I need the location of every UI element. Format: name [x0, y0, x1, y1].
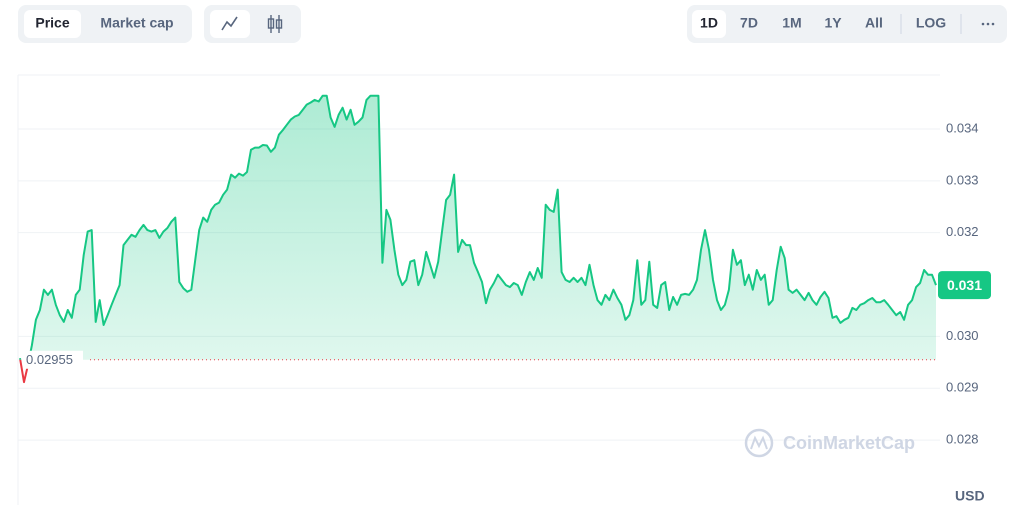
range-tab[interactable]: 1M	[782, 15, 801, 31]
candle-style-button[interactable]	[267, 15, 283, 33]
y-tick-label: 0.032	[946, 224, 979, 239]
baseline-label-bg	[23, 350, 83, 369]
active-range-bg	[692, 10, 726, 38]
market-cap-tab[interactable]: Market cap	[100, 15, 173, 31]
tab-label[interactable]: Price	[35, 15, 69, 31]
y-tick-label: 0.029	[946, 380, 979, 395]
y-tick-label: 0.028	[946, 432, 979, 447]
log-toggle[interactable]: LOG	[916, 15, 946, 31]
more-button[interactable]	[981, 22, 995, 26]
current-price-label: 0.031	[947, 277, 982, 293]
range-group	[687, 5, 1007, 43]
price-tab[interactable]: Price	[24, 10, 81, 38]
range-tab[interactable]: 1Y	[824, 15, 842, 31]
range-tab[interactable]: 7D	[740, 15, 758, 31]
watermark: CoinMarketCap	[744, 428, 915, 458]
y-unit: USD	[955, 488, 985, 504]
price-line	[19, 94, 937, 360]
baseline-label: 0.02955	[26, 352, 73, 367]
range-tab[interactable]: 1D	[700, 15, 718, 31]
watermark-text: CoinMarketCap	[783, 433, 915, 453]
y-tick-label: 0.033	[946, 172, 979, 187]
y-tick-label: 0.030	[946, 328, 979, 343]
range-tab[interactable]: All	[865, 15, 883, 31]
line-style-button[interactable]	[210, 10, 250, 38]
y-tick-label: 0.034	[946, 120, 979, 135]
current-price-badge	[938, 271, 991, 300]
